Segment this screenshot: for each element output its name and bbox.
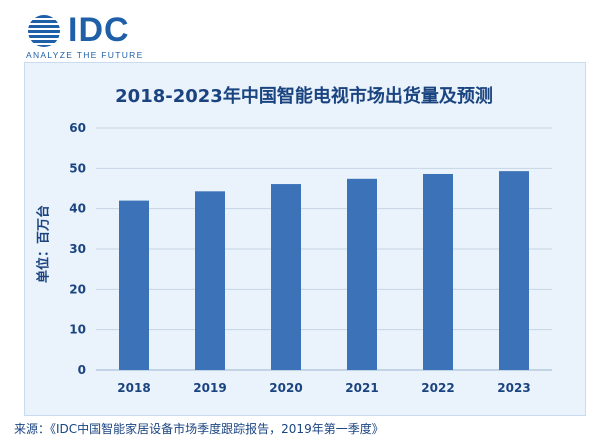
source-note: 来源：《IDC中国智能家居设备市场季度跟踪报告，2019年第一季度》 <box>14 422 384 436</box>
chart-panel <box>24 62 586 416</box>
chart-title: 2018-2023年中国智能电视市场出货量及预测 <box>115 86 493 107</box>
bar-2023 <box>499 171 529 370</box>
x-tick-label-2023: 2023 <box>497 381 530 395</box>
y-tick-label: 40 <box>69 202 86 216</box>
bar-2018 <box>119 200 149 370</box>
y-tick-label: 10 <box>69 323 86 337</box>
bar-2022 <box>423 173 453 370</box>
brand-tagline: ANALYZE THE FUTURE <box>26 50 144 60</box>
x-tick-label-2020: 2020 <box>269 381 302 395</box>
y-tick-label: 30 <box>69 242 86 256</box>
globe-icon <box>28 15 60 47</box>
bar-2021 <box>347 178 377 370</box>
bars <box>119 171 529 370</box>
y-tick-label: 50 <box>69 161 86 175</box>
x-tick-label-2021: 2021 <box>345 381 378 395</box>
brand-name: IDC <box>68 11 130 49</box>
x-tick-labels: 2018 2019 2020 2021 2022 2023 <box>117 381 530 395</box>
y-tick-labels: 0 10 20 30 40 50 60 <box>69 121 86 377</box>
bar-2019 <box>195 191 225 370</box>
y-tick-label: 20 <box>69 282 86 296</box>
bar-2020 <box>271 184 301 370</box>
y-tick-label: 60 <box>69 121 86 135</box>
x-tick-label-2018: 2018 <box>117 381 150 395</box>
gridlines <box>96 127 552 371</box>
idc-logo: IDC ANALYZE THE FUTURE <box>24 12 164 62</box>
x-tick-label-2022: 2022 <box>421 381 454 395</box>
y-tick-label: 0 <box>78 363 86 377</box>
x-tick-label-2019: 2019 <box>193 381 226 395</box>
